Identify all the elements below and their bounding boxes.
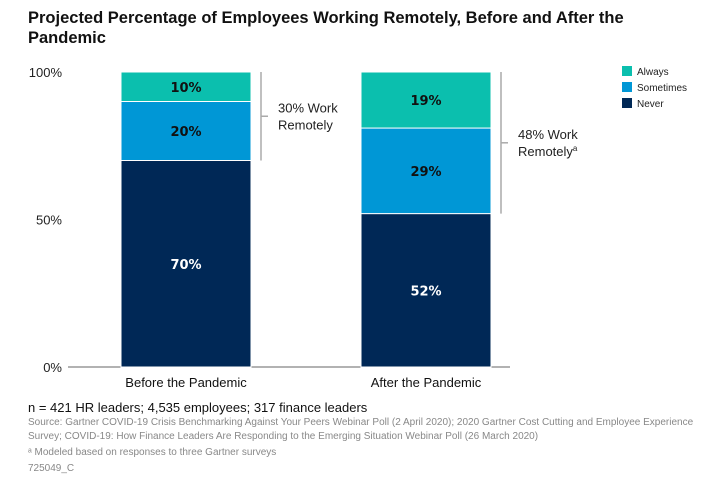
data-label: 10% [170, 81, 201, 96]
legend-label: Always [637, 67, 669, 78]
sample-size: n = 421 HR leaders; 4,535 employees; 317… [28, 400, 368, 415]
stacked-bar-chart: 0% 50% 100% 70% 20% 10% Before the Pandemic 30%… [29, 65, 687, 390]
data-label: 19% [410, 94, 441, 109]
legend-swatch-never [622, 98, 632, 108]
x-tick-label: Before the Pandemic [125, 375, 247, 390]
legend-label: Sometimes [637, 83, 687, 94]
annotation-line1: 30% Work [278, 100, 338, 115]
footnote: ᵃ Modeled based on responses to three Ga… [28, 447, 277, 458]
y-tick-label: 0% [43, 360, 62, 375]
data-label: 52% [410, 284, 441, 299]
bar-segment-always [120, 71, 252, 102]
y-tick-label: 50% [36, 213, 62, 228]
legend-swatch-always [622, 66, 632, 76]
annotation-line2: Remotely [278, 117, 333, 132]
chart-title: Projected Percentage of Employees Workin… [28, 9, 624, 47]
data-label: 20% [170, 125, 201, 140]
annotation-line2: Remotelya [518, 144, 578, 159]
bar-segment-never [120, 160, 252, 368]
y-tick-label: 100% [29, 65, 63, 80]
bar-segment-always [360, 71, 492, 129]
legend-label: Never [637, 99, 664, 110]
data-label: 29% [410, 165, 441, 180]
data-label: 70% [170, 258, 201, 273]
bar-segment-sometimes [360, 127, 492, 215]
legend-swatch-sometimes [622, 82, 632, 92]
source-note: Source: Gartner COVID-19 Crisis Benchmar… [28, 417, 694, 442]
bar-segment-never [360, 213, 492, 368]
annotation-line1: 48% Work [518, 127, 578, 142]
figure-id: 725049_C [28, 463, 75, 474]
x-tick-label: After the Pandemic [371, 375, 482, 390]
footnote-marker: a [573, 144, 578, 153]
